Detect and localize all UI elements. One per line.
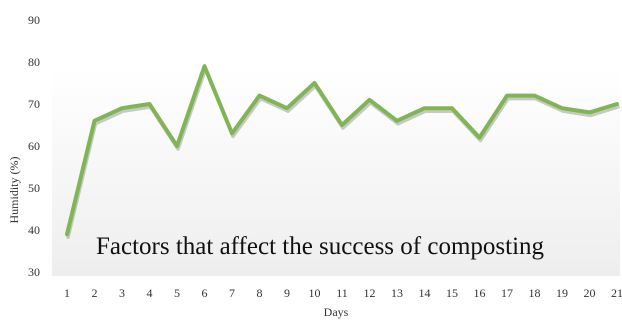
x-tick-label: 6 <box>202 286 208 300</box>
x-tick-label: 2 <box>92 286 98 300</box>
data-point <box>478 136 482 140</box>
data-point <box>505 94 509 98</box>
x-tick-label: 4 <box>147 286 153 300</box>
x-tick-label: 16 <box>474 286 486 300</box>
data-point <box>203 64 207 68</box>
data-point <box>615 102 619 106</box>
x-tick-label: 1 <box>64 286 70 300</box>
x-tick-label: 8 <box>257 286 263 300</box>
data-point <box>588 110 592 114</box>
data-point <box>285 106 289 110</box>
x-tick-label: 15 <box>446 286 458 300</box>
data-point <box>423 106 427 110</box>
series-line <box>65 64 619 237</box>
x-tick-label: 5 <box>174 286 180 300</box>
data-point <box>230 131 234 135</box>
series-lines <box>65 64 620 239</box>
data-point <box>313 81 317 85</box>
y-tick-label: 50 <box>28 181 40 195</box>
x-tick-label: 9 <box>284 286 290 300</box>
x-tick-label: 18 <box>529 286 541 300</box>
x-tick-label: 17 <box>501 286 513 300</box>
data-point <box>533 94 537 98</box>
chart-annotation: Factors that affect the success of compo… <box>96 233 545 260</box>
data-point <box>65 232 69 236</box>
x-tick-label: 21 <box>611 286 622 300</box>
data-point <box>175 144 179 148</box>
x-tick-label: 10 <box>309 286 321 300</box>
x-tick-label: 20 <box>584 286 596 300</box>
data-point <box>120 106 124 110</box>
x-axis-title: Days <box>324 305 349 319</box>
y-tick-label: 30 <box>28 265 40 279</box>
data-point <box>258 94 262 98</box>
x-tick-label: 14 <box>419 286 431 300</box>
y-tick-label: 70 <box>28 97 40 111</box>
y-tick-label: 80 <box>28 55 40 69</box>
data-point <box>93 119 97 123</box>
y-tick-label: 60 <box>28 139 40 153</box>
x-tick-label: 19 <box>556 286 568 300</box>
x-tick-label: 3 <box>119 286 125 300</box>
x-tick-label: 13 <box>391 286 403 300</box>
y-tick-label: 90 <box>28 13 40 27</box>
data-point <box>340 123 344 127</box>
y-tick-label: 40 <box>28 223 40 237</box>
data-point <box>450 106 454 110</box>
data-point <box>368 98 372 102</box>
y-axis-title: Humidity (%) <box>7 157 21 224</box>
x-tick-label: 11 <box>336 286 348 300</box>
y-axis-tick-labels: 30 40 50 60 70 80 90 <box>28 13 40 279</box>
x-tick-label: 12 <box>364 286 376 300</box>
data-point <box>560 106 564 110</box>
x-tick-label: 7 <box>229 286 235 300</box>
data-point <box>148 102 152 106</box>
data-point <box>395 119 399 123</box>
x-axis-tick-labels: 1 2 3 4 5 6 7 8 9 10 11 12 13 14 15 16 17 18 19 20 21 <box>64 286 622 300</box>
